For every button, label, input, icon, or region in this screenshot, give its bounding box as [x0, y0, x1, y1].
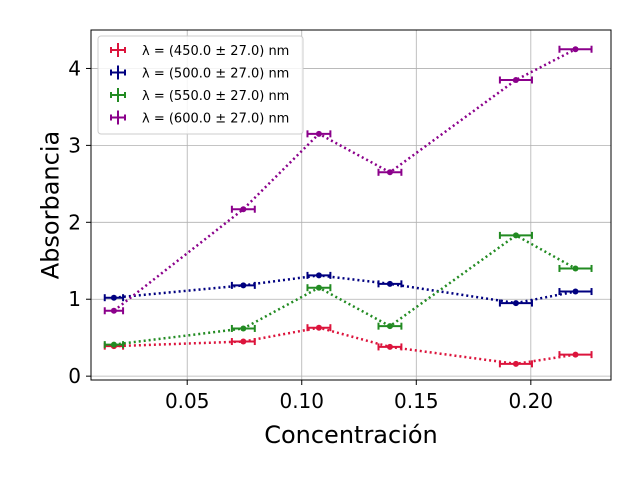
data-point — [512, 300, 519, 307]
data-point — [240, 282, 247, 289]
legend-item: λ = (500.0 ± 27.0) nm — [110, 65, 289, 82]
legend-box — [97, 35, 304, 135]
y-tick-label: 2 — [68, 210, 81, 234]
data-point — [240, 338, 247, 345]
data-point — [240, 325, 247, 332]
x-axis-label: Concentración — [264, 421, 438, 449]
data-point — [110, 307, 117, 314]
y-tick-label: 3 — [68, 133, 81, 157]
legend-item: λ = (600.0 ± 27.0) nm — [110, 110, 289, 127]
data-point — [386, 280, 393, 287]
y-tick-label: 0 — [68, 364, 81, 388]
legend-label: λ = (600.0 ± 27.0) nm — [142, 112, 289, 127]
y-tick-label: 4 — [68, 56, 81, 80]
series-line — [113, 274, 576, 305]
data-point — [315, 324, 322, 331]
series-layer — [103, 45, 593, 368]
data-point — [512, 232, 519, 239]
data-point — [572, 351, 579, 358]
data-point — [386, 323, 393, 330]
legend-label: λ = (450.0 ± 27.0) nm — [142, 44, 289, 59]
legend-item: λ = (550.0 ± 27.0) nm — [110, 88, 289, 104]
data-point — [572, 288, 579, 295]
series-3 — [103, 45, 593, 315]
series-line — [113, 48, 577, 312]
data-point — [315, 130, 322, 137]
series-line — [113, 233, 577, 346]
plot-frame — [90, 29, 612, 381]
data-point — [240, 206, 247, 213]
series-1 — [103, 271, 593, 307]
data-point — [110, 294, 117, 301]
data-point — [386, 169, 393, 176]
legend-label: λ = (550.0 ± 27.0) nm — [142, 89, 289, 104]
x-tick-label: 0.15 — [394, 389, 439, 413]
legend: λ = (450.0 ± 27.0) nm λ = (500.0 ± 27.0) … — [97, 35, 304, 135]
data-point — [110, 341, 117, 348]
data-point — [572, 265, 579, 272]
data-point — [512, 77, 519, 83]
data-point — [512, 360, 519, 367]
y-tick-label: 1 — [68, 287, 81, 311]
legend-item: λ = (450.0 ± 27.0) nm — [110, 43, 289, 59]
x-tick-label: 0.10 — [279, 389, 324, 413]
y-axis-label: Absorbancia — [36, 131, 64, 279]
data-point — [315, 272, 322, 279]
ticks: 0.05 0.10 0.15 0.20 0 1 2 3 4 — [68, 56, 553, 413]
data-point — [315, 284, 322, 291]
x-tick-label: 0.20 — [509, 389, 554, 413]
legend-label: λ = (500.0 ± 27.0) nm — [142, 67, 289, 82]
data-point — [572, 46, 579, 53]
series-2 — [103, 231, 593, 349]
x-tick-label: 0.05 — [165, 389, 210, 413]
data-point — [386, 343, 393, 350]
